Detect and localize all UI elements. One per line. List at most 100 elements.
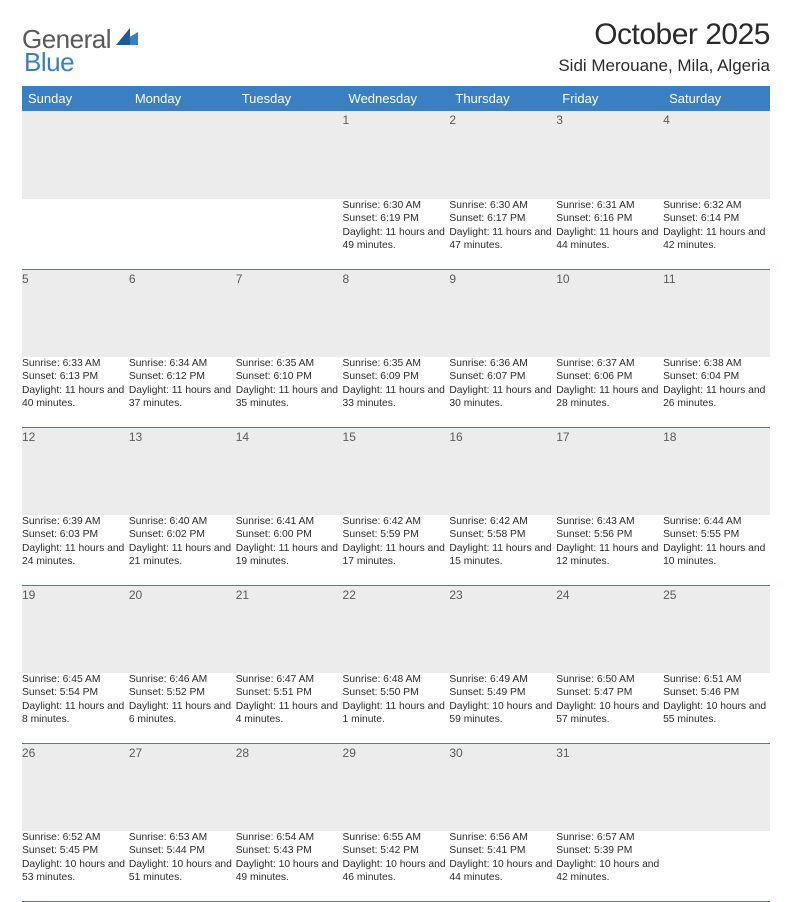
day-number: 7	[236, 272, 243, 286]
sunset-line: Sunset: 5:42 PM	[343, 844, 450, 857]
day-text: Sunrise: 6:44 AMSunset: 5:55 PMDaylight:…	[663, 515, 770, 569]
sunset-line: Sunset: 6:00 PM	[236, 528, 343, 541]
day-cell: Sunrise: 6:47 AMSunset: 5:51 PMDaylight:…	[236, 673, 343, 743]
sunrise-line: Sunrise: 6:33 AM	[22, 357, 129, 370]
daynum-cell: 23	[449, 585, 556, 673]
daynum-cell: 11	[663, 269, 770, 357]
sunrise-line: Sunrise: 6:31 AM	[556, 199, 663, 212]
sunset-line: Sunset: 5:56 PM	[556, 528, 663, 541]
daybody-row: Sunrise: 6:45 AMSunset: 5:54 PMDaylight:…	[22, 673, 770, 743]
sunset-line: Sunset: 5:47 PM	[556, 686, 663, 699]
day-text: Sunrise: 6:43 AMSunset: 5:56 PMDaylight:…	[556, 515, 663, 569]
day-number: 19	[22, 588, 35, 602]
daylight-line: Daylight: 10 hours and 46 minutes.	[343, 858, 450, 885]
day-text: Sunrise: 6:57 AMSunset: 5:39 PMDaylight:…	[556, 831, 663, 885]
sunset-line: Sunset: 5:43 PM	[236, 844, 343, 857]
daylight-line: Daylight: 10 hours and 53 minutes.	[22, 858, 129, 885]
day-text: Sunrise: 6:30 AMSunset: 6:19 PMDaylight:…	[343, 199, 450, 253]
daynum-cell: 30	[449, 743, 556, 831]
sunrise-line: Sunrise: 6:47 AM	[236, 673, 343, 686]
daynum-cell	[236, 111, 343, 199]
day-number: 5	[22, 272, 29, 286]
day-number: 13	[129, 430, 142, 444]
daylight-line: Daylight: 11 hours and 21 minutes.	[129, 542, 236, 569]
daylight-line: Daylight: 11 hours and 40 minutes.	[22, 384, 129, 411]
day-number: 20	[129, 588, 142, 602]
sunrise-line: Sunrise: 6:46 AM	[129, 673, 236, 686]
sunrise-line: Sunrise: 6:45 AM	[22, 673, 129, 686]
day-number: 2	[449, 113, 456, 127]
daynum-cell: 3	[556, 111, 663, 199]
daynum-cell	[22, 111, 129, 199]
daynum-row: 567891011	[22, 269, 770, 357]
sunset-line: Sunset: 5:50 PM	[343, 686, 450, 699]
daynum-row: 12131415161718	[22, 427, 770, 515]
daynum-row: 19202122232425	[22, 585, 770, 673]
daylight-line: Daylight: 11 hours and 12 minutes.	[556, 542, 663, 569]
day-text: Sunrise: 6:39 AMSunset: 6:03 PMDaylight:…	[22, 515, 129, 569]
daylight-line: Daylight: 11 hours and 19 minutes.	[236, 542, 343, 569]
day-text: Sunrise: 6:35 AMSunset: 6:10 PMDaylight:…	[236, 357, 343, 411]
day-cell: Sunrise: 6:45 AMSunset: 5:54 PMDaylight:…	[22, 673, 129, 743]
sunrise-line: Sunrise: 6:43 AM	[556, 515, 663, 528]
sunrise-line: Sunrise: 6:35 AM	[343, 357, 450, 370]
daylight-line: Daylight: 11 hours and 49 minutes.	[343, 226, 450, 253]
page-title: October 2025	[558, 18, 770, 52]
day-number: 30	[449, 746, 462, 760]
sunrise-line: Sunrise: 6:34 AM	[129, 357, 236, 370]
daylight-line: Daylight: 11 hours and 44 minutes.	[556, 226, 663, 253]
brand-part2: Blue	[24, 47, 74, 77]
day-cell: Sunrise: 6:43 AMSunset: 5:56 PMDaylight:…	[556, 515, 663, 585]
day-text: Sunrise: 6:33 AMSunset: 6:13 PMDaylight:…	[22, 357, 129, 411]
day-cell: Sunrise: 6:36 AMSunset: 6:07 PMDaylight:…	[449, 357, 556, 427]
day-text: Sunrise: 6:50 AMSunset: 5:47 PMDaylight:…	[556, 673, 663, 727]
weekday-heading: Thursday	[449, 86, 556, 111]
brand-part2-wrap: Blue	[24, 47, 74, 78]
location-label: Sidi Merouane, Mila, Algeria	[558, 56, 770, 76]
day-number: 8	[343, 272, 350, 286]
day-cell: Sunrise: 6:56 AMSunset: 5:41 PMDaylight:…	[449, 831, 556, 901]
day-number: 24	[556, 588, 569, 602]
daynum-cell: 4	[663, 111, 770, 199]
day-cell	[663, 831, 770, 901]
day-cell: Sunrise: 6:49 AMSunset: 5:49 PMDaylight:…	[449, 673, 556, 743]
day-number: 6	[129, 272, 136, 286]
sunrise-line: Sunrise: 6:32 AM	[663, 199, 770, 212]
day-text: Sunrise: 6:42 AMSunset: 5:58 PMDaylight:…	[449, 515, 556, 569]
day-text: Sunrise: 6:49 AMSunset: 5:49 PMDaylight:…	[449, 673, 556, 727]
daynum-cell: 12	[22, 427, 129, 515]
daynum-cell: 6	[129, 269, 236, 357]
day-cell: Sunrise: 6:39 AMSunset: 6:03 PMDaylight:…	[22, 515, 129, 585]
calendar-table: Sunday Monday Tuesday Wednesday Thursday…	[22, 86, 770, 902]
day-number: 22	[343, 588, 356, 602]
daynum-cell: 19	[22, 585, 129, 673]
day-text: Sunrise: 6:35 AMSunset: 6:09 PMDaylight:…	[343, 357, 450, 411]
sunset-line: Sunset: 6:14 PM	[663, 212, 770, 225]
day-number: 27	[129, 746, 142, 760]
sunset-line: Sunset: 6:16 PM	[556, 212, 663, 225]
sunset-line: Sunset: 5:39 PM	[556, 844, 663, 857]
sunrise-line: Sunrise: 6:50 AM	[556, 673, 663, 686]
daynum-cell: 28	[236, 743, 343, 831]
day-text: Sunrise: 6:56 AMSunset: 5:41 PMDaylight:…	[449, 831, 556, 885]
day-number: 31	[556, 746, 569, 760]
daylight-line: Daylight: 11 hours and 6 minutes.	[129, 700, 236, 727]
day-cell: Sunrise: 6:38 AMSunset: 6:04 PMDaylight:…	[663, 357, 770, 427]
daybody-row: Sunrise: 6:52 AMSunset: 5:45 PMDaylight:…	[22, 831, 770, 901]
daynum-cell: 18	[663, 427, 770, 515]
day-text: Sunrise: 6:42 AMSunset: 5:59 PMDaylight:…	[343, 515, 450, 569]
sunset-line: Sunset: 6:17 PM	[449, 212, 556, 225]
day-text: Sunrise: 6:36 AMSunset: 6:07 PMDaylight:…	[449, 357, 556, 411]
day-number: 18	[663, 430, 676, 444]
daylight-line: Daylight: 11 hours and 4 minutes.	[236, 700, 343, 727]
day-cell: Sunrise: 6:42 AMSunset: 5:58 PMDaylight:…	[449, 515, 556, 585]
day-number: 11	[663, 272, 675, 286]
daylight-line: Daylight: 11 hours and 8 minutes.	[22, 700, 129, 727]
day-cell	[129, 199, 236, 269]
daynum-cell: 7	[236, 269, 343, 357]
day-number: 10	[556, 272, 569, 286]
day-text: Sunrise: 6:45 AMSunset: 5:54 PMDaylight:…	[22, 673, 129, 727]
daylight-line: Daylight: 10 hours and 49 minutes.	[236, 858, 343, 885]
sunrise-line: Sunrise: 6:42 AM	[449, 515, 556, 528]
sunrise-line: Sunrise: 6:53 AM	[129, 831, 236, 844]
